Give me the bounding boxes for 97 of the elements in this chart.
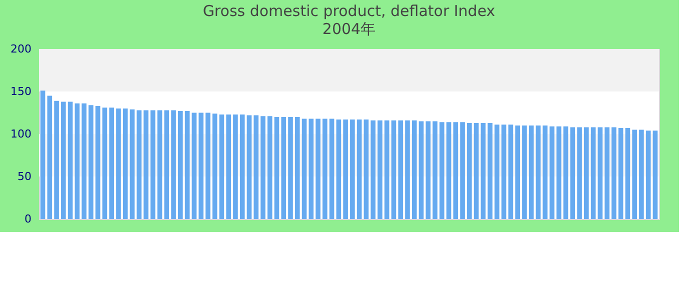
bar (364, 120, 369, 219)
bar (536, 126, 541, 219)
bar (598, 127, 603, 219)
bar (294, 117, 300, 219)
bar (398, 120, 404, 219)
bar (274, 117, 280, 219)
bar (646, 130, 651, 219)
bar (233, 114, 238, 219)
bar (384, 120, 390, 219)
bar (446, 122, 452, 219)
bar (474, 122, 479, 219)
y-tick-label: 0 (24, 212, 32, 226)
bar (356, 120, 362, 219)
bar (157, 110, 162, 219)
bar (212, 114, 218, 219)
bar (219, 114, 224, 219)
bar (501, 124, 506, 219)
bar (171, 110, 176, 219)
bar (267, 116, 272, 219)
bar (54, 100, 59, 219)
bar (432, 121, 438, 219)
bar (515, 126, 520, 219)
bar (226, 114, 231, 219)
bar (350, 120, 355, 219)
bar (68, 102, 73, 219)
bar (590, 127, 596, 219)
bar (639, 130, 644, 219)
bar (61, 102, 66, 219)
bar (240, 114, 245, 219)
bar (652, 130, 658, 219)
bar (618, 128, 624, 219)
bar (439, 122, 444, 219)
bar (391, 120, 396, 219)
bar (570, 127, 576, 219)
bar (329, 118, 334, 219)
y-tick-label: 150 (10, 85, 32, 98)
bar (528, 126, 534, 219)
bar (260, 116, 266, 219)
bar (550, 126, 554, 219)
bar (95, 106, 100, 219)
bar (632, 130, 637, 219)
bar (144, 110, 148, 219)
bar (130, 109, 135, 219)
bar (405, 120, 410, 219)
bar (412, 120, 417, 219)
bar (453, 122, 458, 219)
bar (542, 126, 548, 219)
bar (508, 124, 514, 219)
bar (488, 122, 492, 219)
bar (150, 110, 156, 219)
chart-title: Gross domestic product, deflator Index (202, 2, 496, 20)
y-tick-label: 200 (10, 42, 32, 56)
bar (467, 122, 472, 219)
chart-subtitle: 2004年 (322, 20, 376, 38)
bar (343, 120, 348, 219)
bar (494, 124, 500, 219)
bar (612, 127, 616, 219)
bar (480, 122, 486, 219)
bar (302, 118, 307, 219)
bar (336, 120, 342, 219)
bar (556, 126, 562, 219)
bar (378, 120, 382, 219)
bar (322, 118, 328, 219)
bar (198, 112, 204, 219)
bar (426, 121, 431, 219)
bar (370, 120, 376, 219)
bar (192, 112, 197, 219)
bar (522, 126, 527, 219)
bar (122, 108, 128, 219)
bar (308, 118, 314, 219)
bar (82, 103, 86, 219)
bar (178, 111, 183, 219)
bar (136, 110, 142, 219)
y-tick-label: 50 (18, 170, 32, 183)
bar (418, 121, 424, 219)
bar (254, 115, 259, 219)
bar (604, 127, 610, 219)
bar (206, 112, 210, 219)
bar (563, 126, 568, 219)
y-tick-label: 100 (10, 128, 32, 140)
bar (460, 122, 465, 219)
bar (109, 108, 114, 219)
bar (316, 118, 320, 219)
bar (584, 127, 589, 219)
bar (288, 117, 293, 219)
bar (102, 108, 108, 219)
bar (40, 90, 46, 219)
bar (88, 105, 94, 219)
bar (246, 115, 252, 219)
bar (577, 127, 582, 219)
bar (47, 96, 52, 219)
bar (184, 111, 190, 219)
bar (625, 128, 630, 219)
bar (164, 110, 170, 219)
bar (116, 108, 121, 219)
bar (281, 117, 286, 219)
bar (74, 103, 80, 219)
